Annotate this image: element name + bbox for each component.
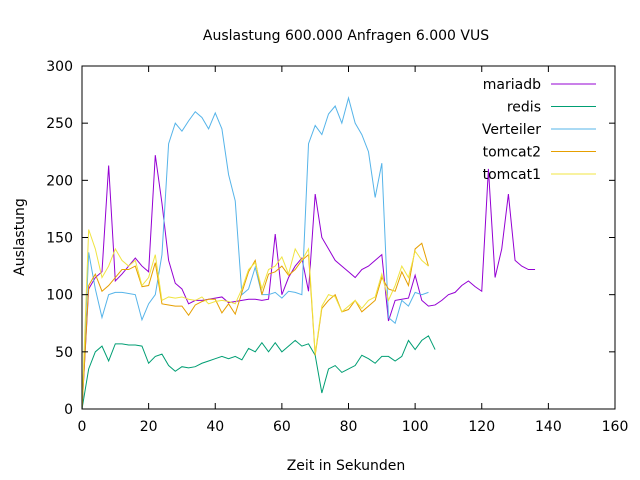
x-tick-label: 80 <box>340 419 358 435</box>
x-axis-label: Zeit in Sekunden <box>287 458 406 474</box>
x-tick-label: 40 <box>206 419 224 435</box>
series-line-tomcat2 <box>81 242 429 410</box>
y-tick-label: 0 <box>64 402 73 418</box>
series-line-verteiler <box>81 96 429 410</box>
series-line-mariadb <box>81 155 536 410</box>
y-tick-label: 150 <box>46 231 73 247</box>
y-tick-label: 300 <box>46 59 73 75</box>
x-tick-label: 20 <box>140 419 158 435</box>
legend-label-tomcat1: tomcat1 <box>483 167 541 183</box>
legend-label-verteiler: Verteiler <box>482 122 541 138</box>
y-tick-label: 100 <box>46 288 73 304</box>
legend: mariadb redis Verteiler tomcat2 tomcat1 <box>482 77 596 183</box>
x-tick-label: 0 <box>78 419 87 435</box>
series-line-redis <box>81 335 436 410</box>
y-tick-label: 200 <box>46 173 73 189</box>
plot-frame <box>81 65 616 410</box>
chart-title: Auslastung 600.000 Anfragen 6.000 VUS <box>203 28 489 44</box>
x-tick-label: 140 <box>535 419 562 435</box>
series-line-tomcat1 <box>81 229 429 410</box>
y-tick-label: 50 <box>55 345 73 361</box>
y-tick-label: 250 <box>46 116 73 132</box>
legend-label-mariadb: mariadb <box>483 77 541 93</box>
x-tick-label: 120 <box>468 419 495 435</box>
x-tick-label: 60 <box>273 419 291 435</box>
legend-label-tomcat2: tomcat2 <box>483 145 541 161</box>
legend-label-redis: redis <box>507 100 541 116</box>
y-axis-label: Auslastung <box>12 198 28 276</box>
x-tick-label: 160 <box>602 419 629 435</box>
x-tick-label: 100 <box>402 419 429 435</box>
